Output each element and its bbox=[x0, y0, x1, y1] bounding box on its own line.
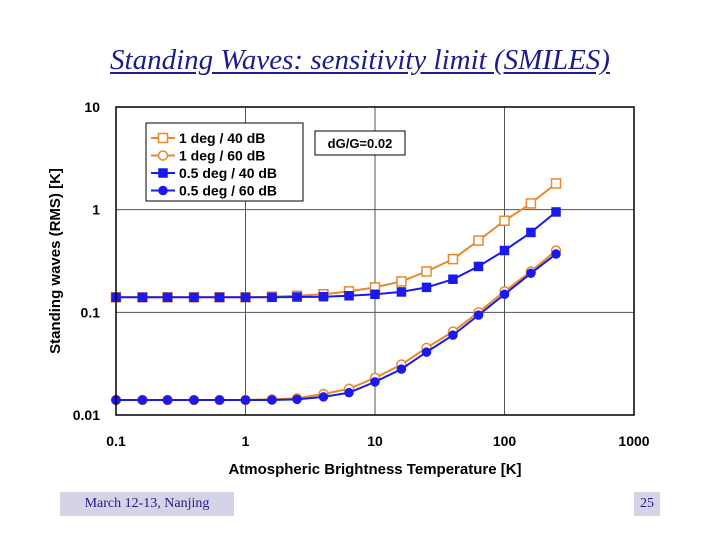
data-point bbox=[526, 268, 536, 279]
data-point bbox=[189, 395, 199, 405]
y-tick-label: 10 bbox=[84, 99, 100, 115]
y-tick-labels: 0.01 0.1 1 10 bbox=[73, 99, 100, 423]
data-point bbox=[240, 395, 251, 405]
x-tick-label: 1 bbox=[242, 433, 250, 449]
data-point bbox=[214, 292, 225, 303]
annotation-box: dG/G=0.02 bbox=[314, 130, 406, 156]
data-point bbox=[396, 364, 407, 374]
data-point bbox=[318, 392, 329, 402]
data-point bbox=[267, 395, 277, 405]
data-point bbox=[370, 289, 380, 300]
data-point bbox=[292, 394, 302, 405]
x-tick-label: 0.1 bbox=[106, 433, 126, 449]
legend-marker bbox=[158, 185, 168, 196]
legend-label: 0.5 deg / 60 dB bbox=[179, 183, 277, 199]
data-point bbox=[189, 292, 199, 303]
slide-title: Standing Waves: sensitivity limit (SMILE… bbox=[110, 44, 610, 76]
x-tick-label: 1000 bbox=[618, 433, 649, 449]
data-point bbox=[344, 387, 354, 398]
series-layer bbox=[110, 178, 562, 406]
data-point bbox=[137, 292, 148, 303]
y-tick-label: 0.01 bbox=[73, 407, 100, 423]
data-point bbox=[499, 289, 510, 300]
x-axis-label: Atmospheric Brightness Temperature [K] bbox=[228, 461, 521, 478]
data-point bbox=[318, 291, 329, 302]
data-point bbox=[421, 266, 432, 277]
legend-item: 1 deg / 40 dB bbox=[151, 130, 265, 146]
data-point bbox=[448, 274, 458, 285]
footer-date-location: March 12-13, Nanjing bbox=[60, 492, 234, 516]
legend-item: 0.5 deg / 60 dB bbox=[151, 183, 277, 199]
data-point bbox=[421, 282, 432, 293]
x-tick-label: 10 bbox=[367, 433, 383, 449]
legend-label: 1 deg / 40 dB bbox=[179, 130, 265, 146]
data-point bbox=[162, 395, 173, 405]
x-tick-label: 100 bbox=[493, 433, 517, 449]
data-point bbox=[396, 276, 407, 287]
data-point bbox=[421, 347, 432, 357]
x-tick-labels: 0.1 1 10 100 1000 bbox=[106, 433, 650, 449]
legend-item: 1 deg / 60 dB bbox=[151, 148, 265, 164]
legend-marker bbox=[158, 168, 168, 178]
data-point bbox=[162, 292, 173, 303]
data-point bbox=[473, 261, 484, 272]
data-point bbox=[447, 253, 459, 265]
data-point bbox=[396, 287, 407, 297]
data-point bbox=[551, 249, 561, 259]
data-point bbox=[473, 235, 484, 246]
data-point bbox=[525, 198, 537, 209]
data-point bbox=[344, 291, 354, 301]
data-point bbox=[551, 207, 561, 217]
data-point bbox=[550, 178, 562, 189]
page-number: 25 bbox=[634, 492, 660, 516]
legend-item: 0.5 deg / 40 dB bbox=[151, 165, 277, 181]
plot-frame bbox=[115, 106, 635, 416]
data-point bbox=[214, 395, 225, 405]
series-4 bbox=[111, 249, 561, 405]
legend-marker bbox=[157, 150, 169, 161]
y-tick-label: 0.1 bbox=[81, 304, 101, 320]
data-point bbox=[240, 292, 251, 303]
y-tick-label: 1 bbox=[92, 202, 100, 218]
data-point bbox=[137, 395, 148, 405]
legend: 1 deg / 40 dB 1 deg / 60 dB0.5 deg / 40 d… bbox=[145, 122, 304, 202]
data-point bbox=[448, 330, 458, 340]
annotation-text: dG/G=0.02 bbox=[328, 136, 393, 151]
data-point bbox=[499, 245, 510, 256]
legend-label: 1 deg / 60 dB bbox=[179, 148, 265, 164]
y-axis-label: Standing waves (RMS) [K] bbox=[47, 168, 64, 354]
data-point bbox=[370, 377, 380, 387]
data-point bbox=[526, 227, 536, 238]
data-point bbox=[267, 292, 277, 303]
legend-label: 0.5 deg / 40 dB bbox=[179, 165, 277, 181]
legend-box bbox=[145, 122, 304, 202]
data-point bbox=[292, 292, 302, 302]
legend-marker bbox=[157, 132, 169, 144]
data-point bbox=[499, 215, 510, 226]
data-point bbox=[473, 310, 484, 320]
